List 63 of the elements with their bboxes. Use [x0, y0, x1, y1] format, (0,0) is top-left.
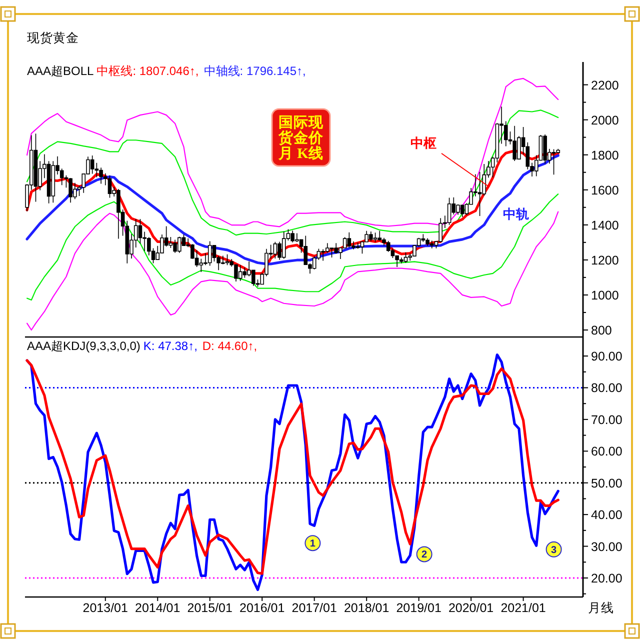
text: 中轴线: 1796.145↑, [204, 64, 306, 78]
y-tick-label: 1400 [591, 218, 619, 232]
x-tick-label: 2016/01 [240, 601, 285, 615]
text: D: 44.60↑, [202, 339, 258, 353]
candlestick [177, 236, 182, 254]
candlestick [552, 148, 556, 176]
y-tick-label: 1800 [591, 148, 619, 162]
candlestick [460, 204, 464, 218]
candlestick [378, 230, 382, 242]
candlestick [404, 252, 408, 264]
candlestick [238, 264, 242, 282]
candlestick [430, 240, 434, 249]
x-tick-label: 2021/01 [500, 601, 546, 615]
candlestick [108, 174, 112, 198]
candlestick [51, 160, 56, 204]
candlestick [225, 254, 230, 266]
y-tick-label: 1000 [591, 288, 619, 302]
candlestick [273, 241, 278, 259]
y-tick-label: 800 [591, 323, 612, 338]
candlestick [347, 232, 352, 248]
x-tick-label: 2013/01 [82, 601, 128, 615]
y-tick-label: 70.00 [591, 412, 622, 427]
annotation: 3 [550, 544, 557, 556]
x-tick-label: 2018/01 [344, 601, 390, 615]
x-tick-label: 2020/01 [448, 601, 494, 615]
annotation: 国际现货金价月 K线 [278, 115, 324, 162]
annotation: 2 [421, 550, 428, 561]
legend-title: AAA超BOLL [27, 64, 94, 78]
y-tick-label: 20.00 [591, 571, 622, 586]
y-tick-label: 30.00 [591, 540, 622, 554]
text: K: 47.38↑, [143, 339, 198, 353]
candlestick [356, 242, 360, 250]
y-tick-label: 1600 [591, 183, 619, 198]
x-axis-title: 月线 [588, 601, 614, 615]
annotation: 中轨 [502, 206, 529, 222]
x-tick-label: 2017/01 [292, 601, 337, 615]
candlestick [282, 231, 286, 260]
candlestick [421, 234, 426, 242]
y-tick-label: 90.00 [591, 350, 622, 364]
line-series [26, 110, 559, 236]
chart-title: 现货黄金 [27, 31, 79, 45]
candlestick [90, 155, 94, 174]
candlestick [447, 197, 452, 226]
x-tick-label: 2014/01 [135, 601, 180, 615]
y-tick-label: 2000 [591, 113, 619, 128]
x-tick-label: 2015/01 [187, 601, 233, 615]
line-series [26, 194, 559, 301]
y-tick-label: 60.00 [591, 444, 622, 459]
y-tick-label: 2200 [591, 78, 619, 92]
candlestick [34, 133, 38, 202]
annotation: 中枢 [410, 135, 436, 150]
candlestick [208, 240, 212, 266]
x-tick-label: 2019/01 [396, 601, 442, 615]
y-tick-label: 1200 [591, 253, 619, 268]
line-series [26, 78, 559, 228]
text: 中枢线: 1807.046↑, [96, 64, 199, 78]
candlestick [373, 232, 378, 242]
y-tick-label: 40.00 [591, 508, 622, 522]
legend-title: AAA超KDJ(9,3,3,0,0) [27, 339, 140, 353]
y-tick-label: 80.00 [591, 381, 622, 396]
candlestick [330, 247, 334, 258]
annotation: 1 [310, 538, 316, 550]
y-tick-label: 50.00 [591, 476, 622, 490]
